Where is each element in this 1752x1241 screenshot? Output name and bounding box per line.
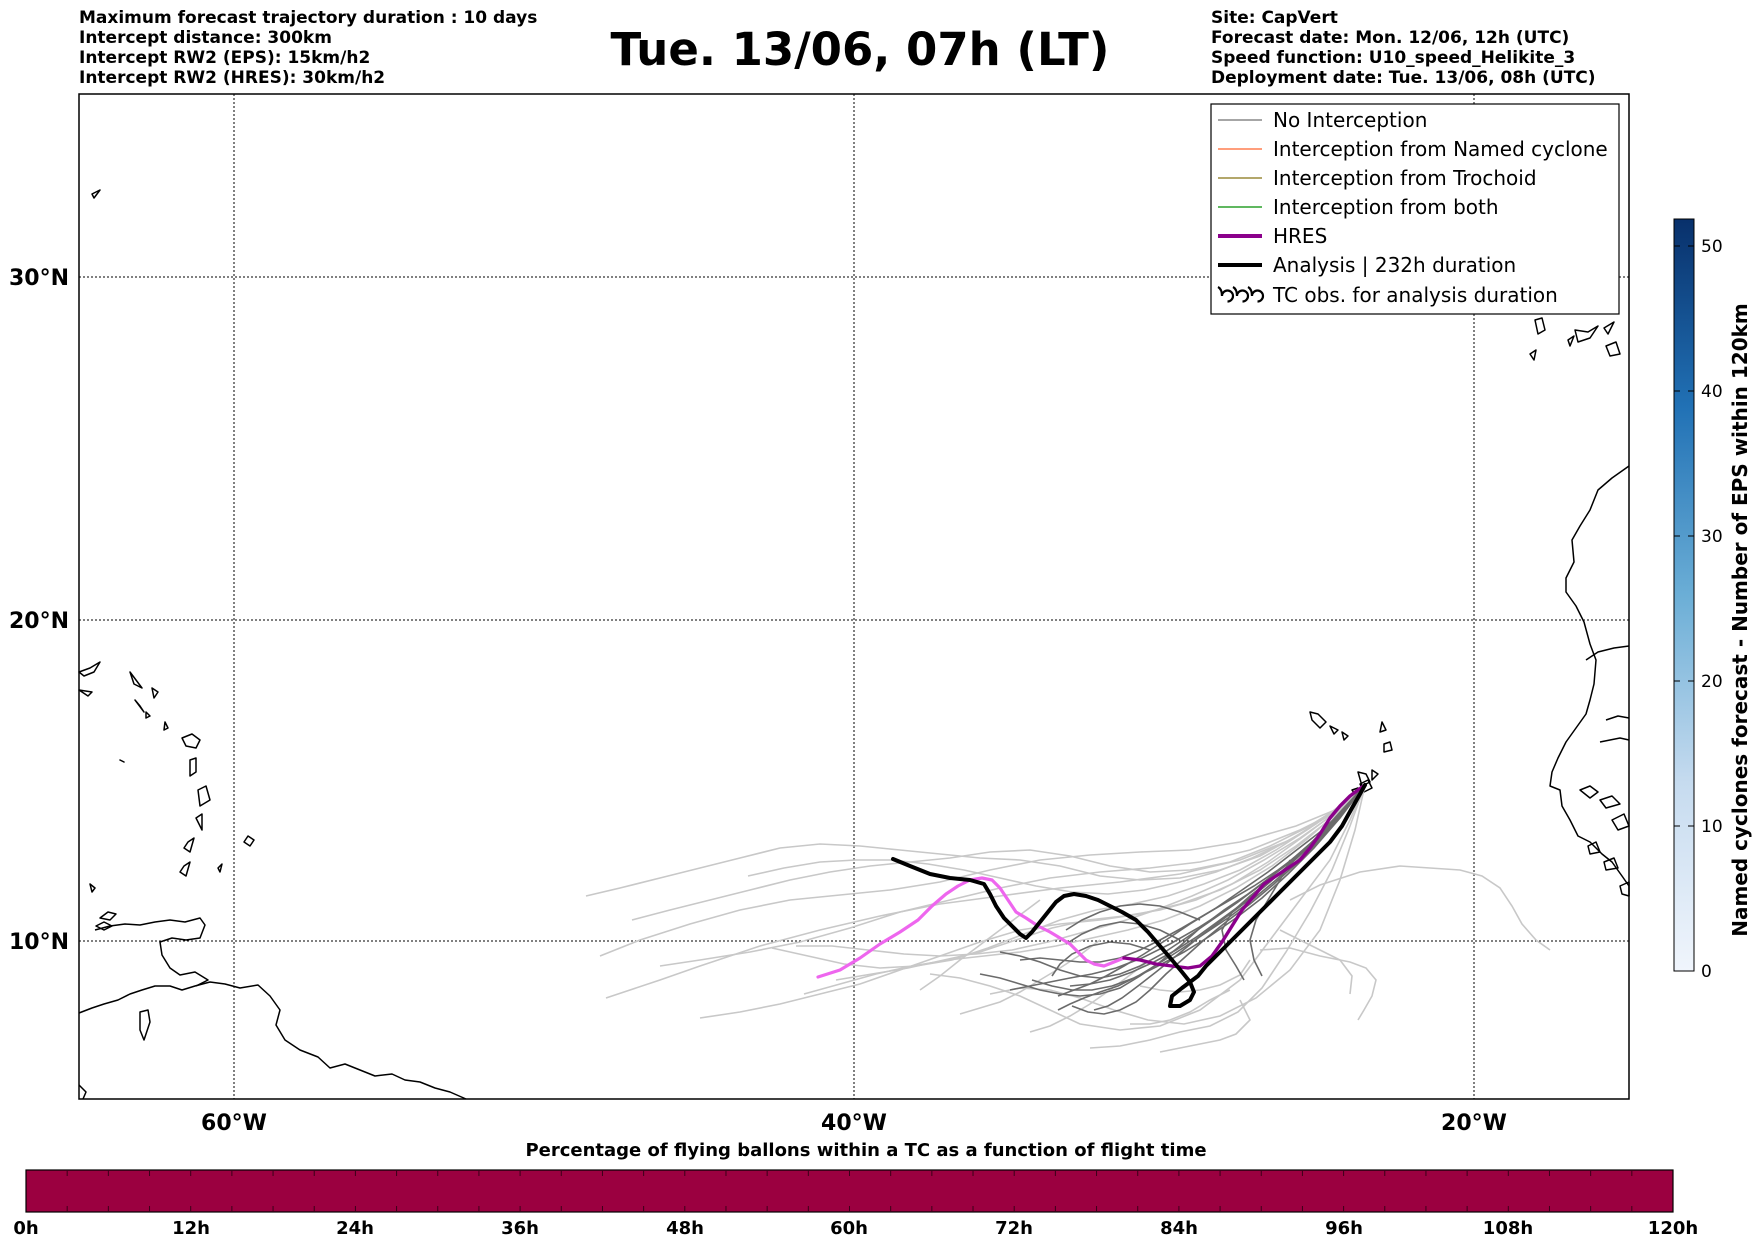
legend-label-analysis: Analysis | 232h duration: [1273, 253, 1516, 277]
flight-time-tick-72h: 72h: [995, 1218, 1033, 1239]
flight-time-tick-96h: 96h: [1325, 1218, 1363, 1239]
eps-colorbar-title: Named cyclones forecast - Number of EPS …: [1728, 303, 1752, 937]
analysis-trajectory: [891, 783, 1367, 1008]
lat-label-10n: 10°N: [9, 930, 69, 955]
hres-trajectory-late: [816, 876, 1126, 979]
lat-label-30n: 30°N: [9, 266, 69, 291]
flight-time-tick-0h: 0h: [13, 1218, 38, 1239]
legend-label-named-cyclone: Interception from Named cyclone: [1273, 137, 1608, 161]
tc-obs-symbol-icon: [1217, 286, 1265, 303]
page-title: Tue. 13/06, 07h (LT): [610, 23, 1110, 76]
graticule: [79, 94, 1629, 1099]
flight-time-tick-12h: 12h: [172, 1218, 210, 1239]
eps-trajectories-dark: [979, 784, 1366, 1015]
eps-colorbar-fill: [1673, 218, 1695, 972]
flight-time-tick-48h: 48h: [666, 1218, 704, 1239]
site-info-block: Site: CapVert Forecast date: Mon. 12/06,…: [1211, 8, 1596, 88]
eps-colorbar-ticks: [1674, 245, 1694, 972]
speed-function-text: Speed function: U10_speed_Helikite_3: [1211, 48, 1576, 68]
eps-count-colorbar: 0 10 20 30 40 50 Named cyclones forecast…: [1673, 218, 1752, 982]
intercept-distance-text: Intercept distance: 300km: [79, 28, 332, 48]
flight-time-colorbar-fill: [25, 1169, 1674, 1213]
flight-time-tick-36h: 36h: [501, 1218, 539, 1239]
eps-colorbar-tick-20: 20: [1701, 672, 1723, 692]
legend: No Interception Interception from Named …: [1210, 103, 1620, 315]
coastlines: [78, 189, 1630, 1100]
eps-trajectories-light: [585, 784, 1551, 1053]
legend-label-both: Interception from both: [1273, 195, 1499, 219]
lon-label-60w: 60°W: [201, 1111, 267, 1136]
lon-label-20w: 20°W: [1441, 1111, 1507, 1136]
intercept-hres-text: Intercept RW2 (HRES): 30km/h2: [79, 68, 386, 88]
deployment-date-text: Deployment date: Tue. 13/06, 08h (UTC): [1211, 68, 1596, 88]
site-text: Site: CapVert: [1211, 8, 1338, 28]
flight-time-colorbar-title: Percentage of flying ballons within a TC…: [525, 1140, 1206, 1161]
flight-time-tick-120h: 120h: [1648, 1218, 1698, 1239]
max-duration-text: Maximum forecast trajectory duration : 1…: [79, 8, 538, 28]
lon-label-40w: 40°W: [821, 1111, 887, 1136]
lat-label-20n: 20°N: [9, 609, 69, 634]
eps-colorbar-tick-50: 50: [1701, 237, 1723, 257]
legend-box: [1210, 103, 1620, 315]
flight-time-colorbar: Percentage of flying ballons within a TC…: [13, 1140, 1698, 1239]
flight-time-tick-108h: 108h: [1483, 1218, 1533, 1239]
flight-time-tick-84h: 84h: [1160, 1218, 1198, 1239]
eps-colorbar-tick-30: 30: [1701, 527, 1723, 547]
flight-time-tick-60h: 60h: [830, 1218, 868, 1239]
eps-colorbar-tick-0: 0: [1701, 962, 1712, 982]
forecast-settings-block: Maximum forecast trajectory duration : 1…: [79, 8, 537, 88]
flight-time-tick-24h: 24h: [336, 1218, 374, 1239]
eps-colorbar-tick-10: 10: [1701, 817, 1723, 837]
intercept-eps-text: Intercept RW2 (EPS): 15km/h2: [79, 48, 371, 68]
legend-label-no-interception: No Interception: [1273, 108, 1427, 132]
legend-label-tc-obs: TC obs. for analysis duration: [1272, 283, 1558, 307]
eps-colorbar-tick-40: 40: [1701, 382, 1723, 402]
legend-label-trochoid: Interception from Trochoid: [1273, 166, 1537, 190]
flight-time-minor-ticks: [66, 1170, 1633, 1212]
legend-label-hres: HRES: [1273, 224, 1327, 248]
forecast-date-text: Forecast date: Mon. 12/06, 12h (UTC): [1211, 28, 1570, 48]
